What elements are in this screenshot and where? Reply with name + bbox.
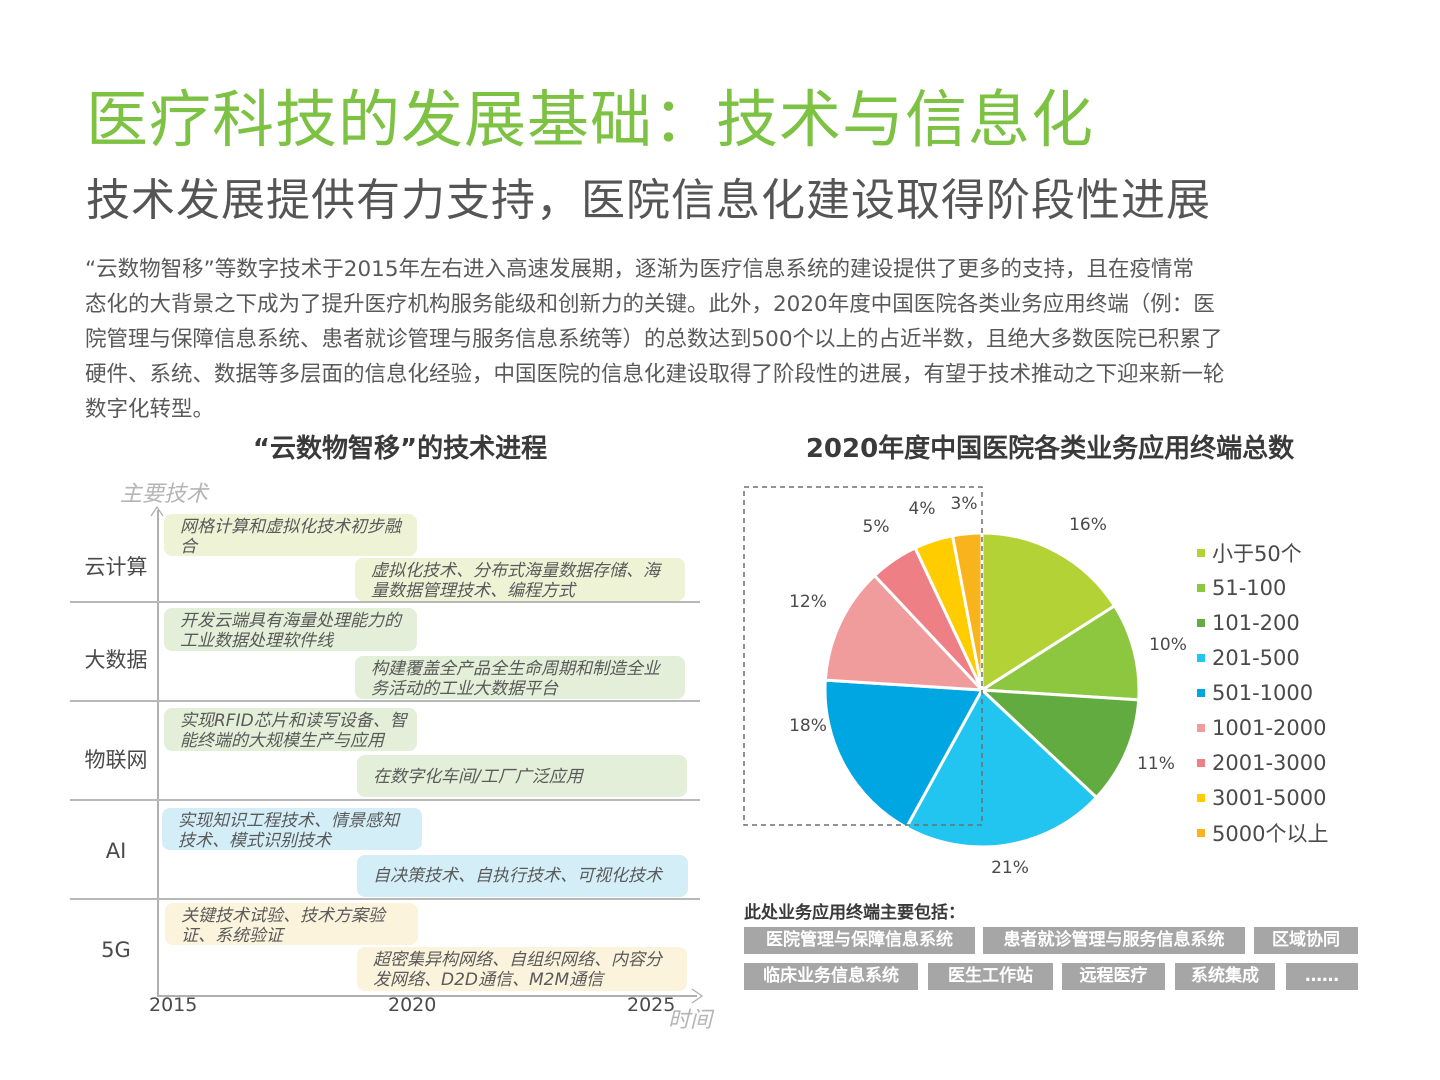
timeline-item-iot-early: 实现RFID芯片和读写设备、智能终端的大规模生产与应用 xyxy=(164,708,417,751)
timeline-row-divider xyxy=(70,601,700,603)
timeline-title: “云数物智移”的技术进程 xyxy=(252,434,548,464)
legend-item: 101-200 xyxy=(1197,605,1328,640)
legend-item: 51-100 xyxy=(1197,570,1328,605)
legend-label: 3001-5000 xyxy=(1212,785,1327,810)
legend-swatch-icon xyxy=(1197,758,1205,767)
legend-item: 1001-2000 xyxy=(1197,710,1328,745)
pie-slice xyxy=(977,688,1141,800)
legend-item: 5000个以上 xyxy=(1197,815,1328,850)
legend-label: 101-200 xyxy=(1212,610,1300,635)
terminal-tag: 远程医疗 xyxy=(1062,963,1165,990)
timeline-row-divider xyxy=(70,700,700,702)
timeline-item-iot-late: 在数字化车间/工厂广泛应用 xyxy=(357,755,687,797)
timeline-row-label-ai: AI xyxy=(105,839,127,863)
arrow-right-icon xyxy=(691,988,704,1004)
pie-slice-label: 12% xyxy=(789,592,827,612)
pie-slice-label: 3% xyxy=(951,494,978,514)
terminal-tag: …… xyxy=(1286,963,1358,990)
terminal-tag: 区域协同 xyxy=(1254,927,1358,954)
pie-slice xyxy=(823,678,985,830)
arrow-up-icon xyxy=(150,505,164,517)
paragraph-line: 院管理与保障信息系统、患者就诊管理与服务信息系统等）的总数达到500个以上的占近… xyxy=(85,327,1223,352)
legend-item: 201-500 xyxy=(1197,640,1328,675)
legend-label: 1001-2000 xyxy=(1212,715,1327,740)
pie-slice xyxy=(977,603,1141,702)
timeline-item-ai-late: 自决策技术、自执行技术、可视化技术 xyxy=(357,855,688,897)
legend-swatch-icon xyxy=(1197,618,1205,627)
timeline-row-label-5g: 5G xyxy=(101,938,131,962)
legend-item: 小于50个 xyxy=(1197,535,1328,570)
legend-label: 501-1000 xyxy=(1212,680,1314,705)
timeline-year-2015: 2015 xyxy=(149,994,198,1016)
pie-slice-label: 5% xyxy=(863,517,890,537)
pie-slice xyxy=(980,531,1117,693)
terminal-tag: 医生工作站 xyxy=(928,963,1053,990)
timeline-item-bigdata-late: 构建覆盖全产品全生命周期和制造全业务活动的工业大数据平台 xyxy=(355,656,685,699)
legend-swatch-icon xyxy=(1197,723,1205,732)
pie-slice-label: 11% xyxy=(1137,754,1175,774)
timeline-x-axis-label: 时间 xyxy=(668,1008,713,1033)
timeline-y-axis xyxy=(157,510,159,996)
pie-slice-label: 21% xyxy=(991,858,1029,878)
legend-swatch-icon xyxy=(1197,583,1205,592)
pie-chart-title: 2020年度中国医院各类业务应用终端总数 xyxy=(805,434,1295,464)
timeline-item-5g-early: 关键技术试验、技术方案验证、系统验证 xyxy=(165,903,418,945)
timeline-row-divider xyxy=(70,799,700,801)
legend-label: 5000个以上 xyxy=(1212,821,1329,846)
page-title: 医疗科技的发展基础：技术与信息化 xyxy=(86,83,1095,156)
legend-label: 201-500 xyxy=(1212,645,1300,670)
legend-label: 小于50个 xyxy=(1212,541,1302,566)
timeline-row-divider xyxy=(70,898,700,900)
legend-item: 3001-5000 xyxy=(1197,780,1328,815)
timeline-item-cloud-late: 虚拟化技术、分布式海量数据存储、海量数据管理技术、编程方式 xyxy=(355,558,685,601)
timeline-row-label-iot: 物联网 xyxy=(84,748,148,772)
paragraph-line: 硬件、系统、数据等多层面的信息化经验，中国医院的信息化建设取得了阶段性的进展，有… xyxy=(85,362,1225,387)
legend-item: 2001-3000 xyxy=(1197,745,1328,780)
intro-paragraph: “云数物智移”等数字技术于2015年左右进入高速发展期，逐渐为医疗信息系统的建设… xyxy=(85,252,1360,427)
pie-slice-label: 16% xyxy=(1069,515,1107,535)
legend-swatch-icon xyxy=(1197,548,1205,557)
highlight-dashed-box xyxy=(743,486,983,826)
timeline-year-2020: 2020 xyxy=(388,994,437,1016)
paragraph-line: “云数物智移”等数字技术于2015年左右进入高速发展期，逐渐为医疗信息系统的建设… xyxy=(85,257,1194,282)
terminal-tag: 患者就诊管理与服务信息系统 xyxy=(983,927,1245,954)
legend-swatch-icon xyxy=(1197,828,1205,837)
timeline-item-5g-late: 超密集异构网络、自组织网络、内容分发网络、D2D通信、M2M通信 xyxy=(357,947,687,991)
legend-swatch-icon xyxy=(1197,653,1205,662)
pie-slice-label: 18% xyxy=(789,716,827,736)
terminal-tag: 临床业务信息系统 xyxy=(744,963,918,990)
timeline-year-2025: 2025 xyxy=(627,994,676,1016)
paragraph-line: 数字化转型。 xyxy=(85,397,215,422)
terminals-title: 此处业务应用终端主要包括： xyxy=(744,903,965,923)
pie-slice-label: 10% xyxy=(1149,635,1187,655)
timeline-item-ai-early: 实现知识工程技术、情景感知技术、模式识别技术 xyxy=(162,808,422,850)
pie-slice xyxy=(904,687,1099,849)
pie-chart: 16% 10% 11% 21% 18% 12% 5% 4% 3% xyxy=(743,486,1187,878)
pie-slice-label: 4% xyxy=(909,499,936,519)
pie-legend: 小于50个 51-100 101-200 201-500 501-1000 1001-20… xyxy=(1197,535,1328,850)
terminal-tag: 系统集成 xyxy=(1175,963,1275,990)
legend-label: 51-100 xyxy=(1212,575,1287,600)
timeline-x-axis xyxy=(157,995,697,997)
legend-item: 501-1000 xyxy=(1197,675,1328,710)
page-subtitle: 技术发展提供有力支持，医院信息化建设取得阶段性进展 xyxy=(86,175,1211,226)
paragraph-line: 态化的大背景之下成为了提升医疗机构服务能级和创新力的关键。此外，2020年度中国… xyxy=(85,292,1215,317)
legend-label: 2001-3000 xyxy=(1212,750,1327,775)
legend-swatch-icon xyxy=(1197,793,1205,802)
timeline-item-bigdata-early: 开发云端具有海量处理能力的工业数据处理软件线 xyxy=(164,608,417,651)
timeline-item-cloud-early: 网格计算和虚拟化技术初步融合 xyxy=(164,514,417,556)
timeline-y-axis-label: 主要技术 xyxy=(120,482,209,507)
pie-slice xyxy=(823,573,986,692)
timeline-row-label-cloud: 云计算 xyxy=(84,555,148,579)
legend-swatch-icon xyxy=(1197,688,1205,697)
terminal-tag: 医院管理与保障信息系统 xyxy=(744,927,975,954)
timeline-row-label-bigdata: 大数据 xyxy=(84,648,148,672)
